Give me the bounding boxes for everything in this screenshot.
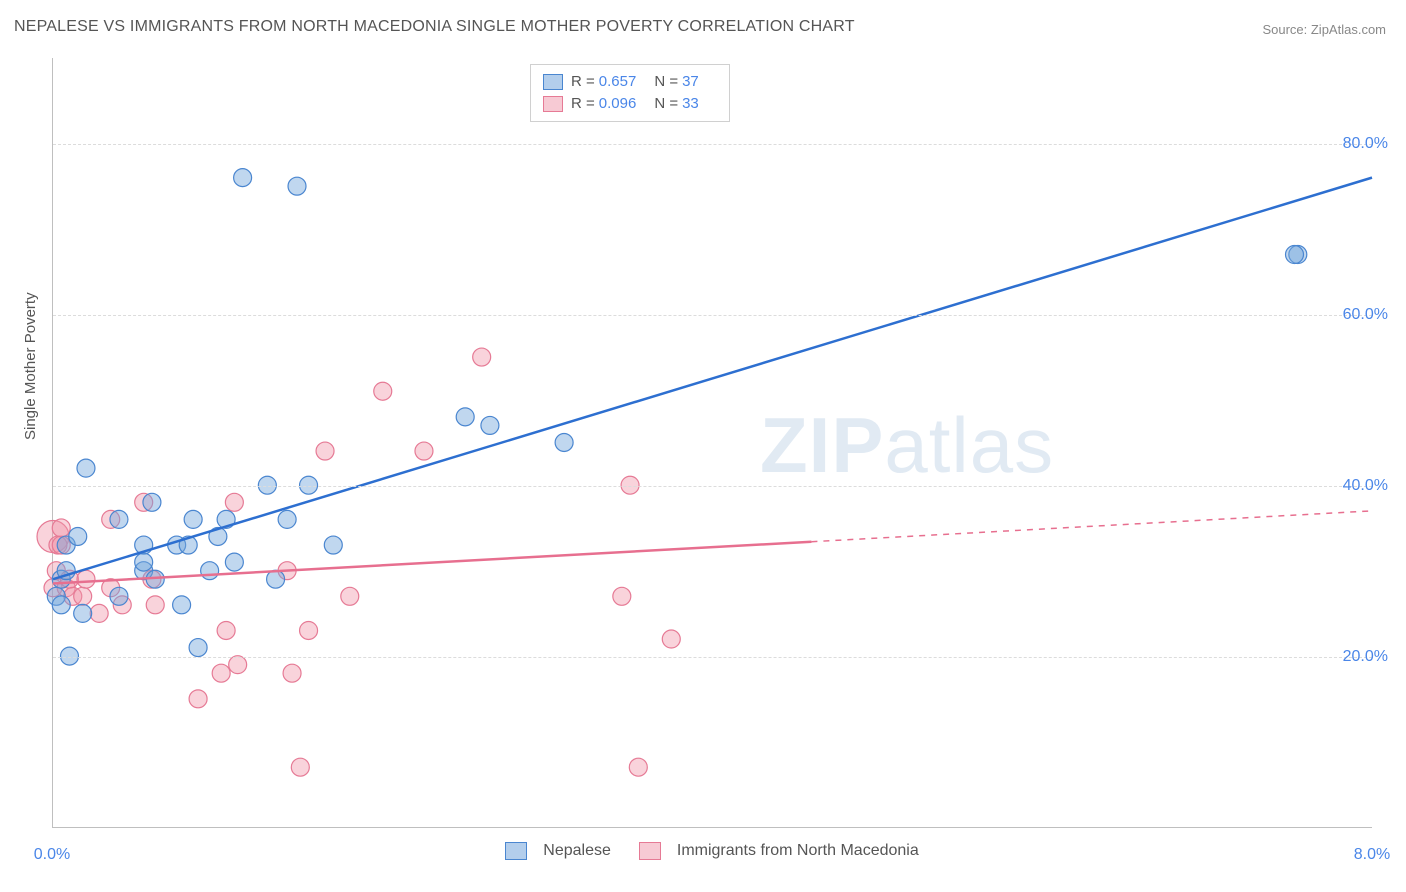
n-label: N = [654,93,678,115]
r-label: R = [571,71,595,93]
legend-bottom: Nepalese Immigrants from North Macedonia [0,842,1406,860]
legend-swatch-blue [505,842,527,860]
chart-title: NEPALESE VS IMMIGRANTS FROM NORTH MACEDO… [14,18,855,36]
scatter-point [341,587,359,605]
plot-area [52,58,1372,828]
n-label: N = [654,71,678,93]
legend-label-2: Immigrants from North Macedonia [677,842,919,860]
r-value-2: 0.096 [599,93,637,115]
scatter-point [110,510,128,528]
scatter-point [189,639,207,657]
scatter-point [217,621,235,639]
gridline [53,657,1372,658]
scatter-point [316,442,334,460]
scatter-point [283,664,301,682]
scatter-point [52,596,70,614]
scatter-point [212,664,230,682]
scatter-point [291,758,309,776]
trend-line-dashed [811,511,1372,542]
scatter-point [555,434,573,452]
gridline [53,315,1372,316]
scatter-point [143,493,161,511]
scatter-point [90,604,108,622]
scatter-point [135,553,153,571]
scatter-point [481,416,499,434]
scatter-point [173,596,191,614]
scatter-point [229,656,247,674]
legend-stats-row-2: R = 0.096 N = 33 [543,93,717,115]
scatter-point [324,536,342,554]
scatter-point [110,587,128,605]
y-tick-label: 80.0% [1343,135,1388,153]
scatter-point [629,758,647,776]
scatter-point [69,528,87,546]
scatter-point [278,510,296,528]
scatter-svg [53,58,1372,827]
scatter-point [201,562,219,580]
y-tick-label: 40.0% [1343,477,1388,495]
scatter-point [662,630,680,648]
legend-swatch-pink [639,842,661,860]
r-label: R = [571,93,595,115]
y-axis-label: Single Mother Poverty [22,292,39,440]
legend-swatch-blue [543,74,563,90]
scatter-point [234,169,252,187]
legend-stats: R = 0.657 N = 37 R = 0.096 N = 33 [530,64,730,122]
scatter-point [374,382,392,400]
scatter-point [74,587,92,605]
legend-label-1: Nepalese [543,842,611,860]
legend-stats-row-1: R = 0.657 N = 37 [543,71,717,93]
scatter-point [300,621,318,639]
scatter-point [415,442,433,460]
scatter-point [146,596,164,614]
scatter-point [473,348,491,366]
scatter-point [77,570,95,588]
trend-line [53,542,811,584]
gridline [53,144,1372,145]
scatter-point [613,587,631,605]
scatter-point [225,553,243,571]
scatter-point [184,510,202,528]
source-attribution: Source: ZipAtlas.com [1262,22,1386,37]
n-value-2: 33 [682,93,699,115]
scatter-point [77,459,95,477]
scatter-point [288,177,306,195]
y-tick-label: 20.0% [1343,648,1388,666]
legend-swatch-pink [543,96,563,112]
x-tick-label: 0.0% [34,846,70,864]
x-tick-label: 8.0% [1354,846,1390,864]
scatter-point [52,519,70,537]
scatter-point [456,408,474,426]
y-tick-label: 60.0% [1343,306,1388,324]
scatter-point [225,493,243,511]
r-value-1: 0.657 [599,71,637,93]
gridline [53,486,1372,487]
trend-line [53,178,1372,580]
scatter-point [1286,246,1304,264]
n-value-1: 37 [682,71,699,93]
scatter-point [189,690,207,708]
scatter-point [267,570,285,588]
scatter-point [74,604,92,622]
